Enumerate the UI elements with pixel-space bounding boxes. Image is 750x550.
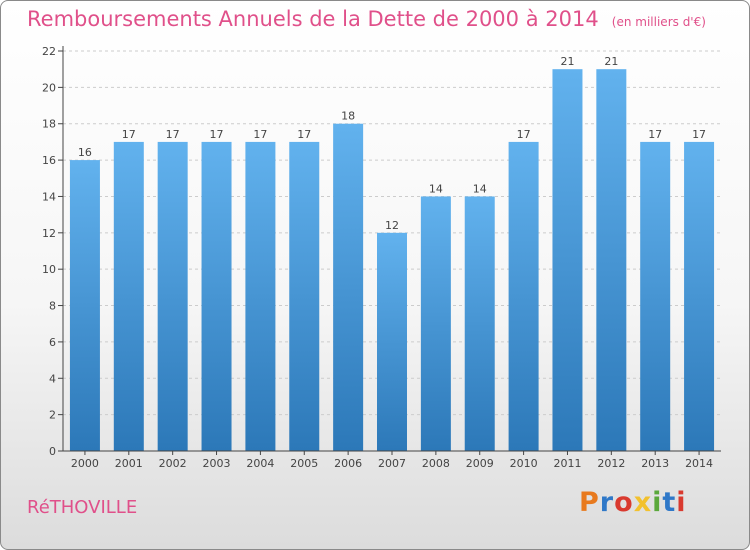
bar — [552, 69, 583, 451]
axes — [58, 46, 721, 455]
y-tick-label: 20 — [42, 81, 56, 94]
bar-value-label: 17 — [692, 128, 706, 141]
bar-value-label: 12 — [385, 219, 399, 232]
bar — [684, 141, 715, 451]
bars — [69, 69, 715, 452]
x-tick-label: 2010 — [510, 457, 538, 470]
x-tick-label: 2013 — [641, 457, 669, 470]
title-line: Remboursements Annuels de la Dette de 20… — [27, 7, 706, 31]
y-tick-label: 18 — [42, 118, 56, 131]
logo-letter: t — [662, 487, 677, 518]
labels: 0 2 4 6 8 10 12 14 16 18 20 22 16 2000 17 2001 17 2002 17 2… — [42, 45, 713, 470]
y-tick-label: 4 — [49, 372, 56, 385]
bar-value-label: 17 — [166, 128, 180, 141]
x-tick-label: 2003 — [203, 457, 231, 470]
bar — [201, 141, 232, 451]
bar — [508, 141, 539, 451]
bar-value-label: 14 — [429, 182, 443, 195]
x-tick-label: 2011 — [553, 457, 581, 470]
bar — [420, 196, 451, 451]
bar — [640, 141, 671, 451]
bar — [464, 196, 495, 451]
x-tick-label: 2000 — [71, 457, 99, 470]
y-tick-label: 12 — [42, 227, 56, 240]
bar-value-label: 17 — [253, 128, 267, 141]
bar — [69, 160, 100, 451]
x-tick-label: 2002 — [159, 457, 187, 470]
bar — [157, 141, 188, 451]
place-name: RéTHOVILLE — [27, 497, 138, 518]
x-tick-label: 2007 — [378, 457, 406, 470]
y-tick-label: 6 — [49, 336, 56, 349]
bar-value-label: 21 — [560, 55, 574, 68]
y-tick-label: 14 — [42, 190, 56, 203]
logo-letter: x — [633, 487, 653, 518]
bar-value-label: 18 — [341, 110, 355, 123]
y-tick-label: 2 — [49, 409, 56, 422]
y-tick-label: 8 — [49, 300, 56, 313]
bar-value-label: 17 — [297, 128, 311, 141]
bar — [113, 141, 144, 451]
bar-value-label: 14 — [473, 182, 487, 195]
bar — [333, 123, 364, 452]
x-tick-label: 2014 — [685, 457, 713, 470]
y-tick-label: 10 — [42, 263, 56, 276]
x-tick-label: 2004 — [246, 457, 274, 470]
bar-value-label: 17 — [517, 128, 531, 141]
y-tick-label: 22 — [42, 45, 56, 58]
y-tick-label: 0 — [49, 445, 56, 458]
chart-title: Remboursements Annuels de la Dette de 20… — [27, 7, 599, 31]
bar — [289, 141, 320, 451]
logo-letter: P — [579, 487, 600, 518]
x-tick-label: 2005 — [290, 457, 318, 470]
y-tick-label: 16 — [42, 154, 56, 167]
logo-letter: r — [599, 487, 615, 518]
logo-letter: i — [652, 487, 663, 518]
x-tick-label: 2001 — [115, 457, 143, 470]
logo-letter: i — [676, 487, 687, 518]
x-tick-label: 2006 — [334, 457, 362, 470]
bar — [245, 141, 276, 451]
bar-value-label: 21 — [604, 55, 618, 68]
proxiti-logo: Proxiti — [579, 487, 687, 518]
logo-letter: o — [614, 487, 634, 518]
bar — [377, 232, 407, 451]
bar — [596, 69, 627, 451]
x-tick-label: 2012 — [597, 457, 625, 470]
chart-unit-label: (en milliers d'€) — [611, 15, 706, 29]
bar-value-label: 16 — [78, 146, 92, 159]
bar-value-label: 17 — [210, 128, 224, 141]
bar-value-label: 17 — [648, 128, 662, 141]
x-tick-label: 2009 — [466, 457, 494, 470]
bar-value-label: 17 — [122, 128, 136, 141]
x-tick-label: 2008 — [422, 457, 450, 470]
